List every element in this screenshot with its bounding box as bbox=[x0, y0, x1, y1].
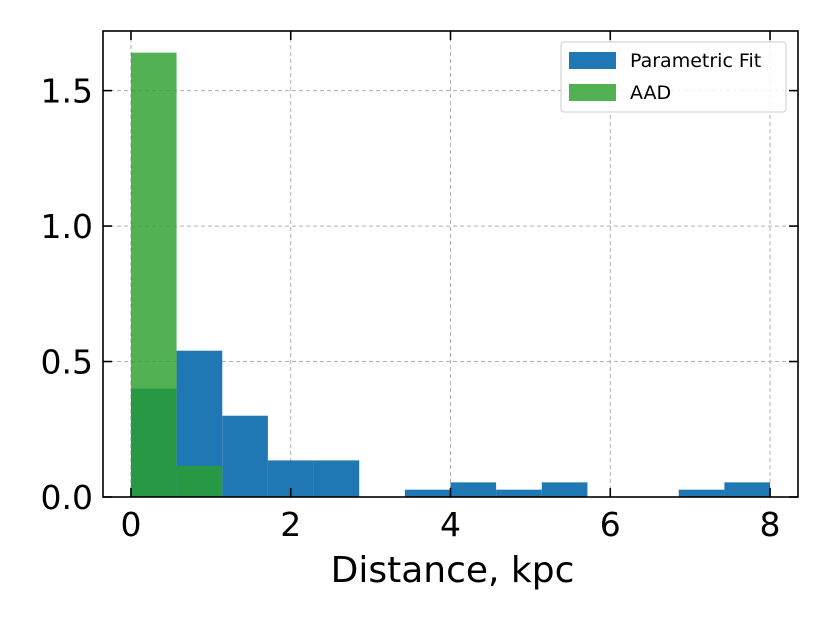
legend-label-parametric-fit: Parametric Fit bbox=[630, 50, 761, 72]
bar-parametric-fit-7 bbox=[450, 482, 497, 497]
y-tick-label-2: 1.0 bbox=[41, 207, 93, 246]
histogram-bars bbox=[130, 52, 771, 498]
legend: Parametric Fit AAD bbox=[560, 41, 787, 113]
bar-parametric-fit-8 bbox=[496, 489, 542, 497]
bar-parametric-fit-2 bbox=[222, 415, 268, 497]
y-tick-label-0: 0.0 bbox=[41, 478, 93, 517]
legend-swatch-aad bbox=[569, 84, 616, 101]
x-tick-label-2: 4 bbox=[440, 505, 461, 544]
x-axis-title: Distance, kpc bbox=[331, 550, 575, 591]
legend-label-aad: AAD bbox=[630, 82, 671, 104]
bar-parametric-fit-13 bbox=[724, 482, 771, 497]
legend-box bbox=[560, 41, 787, 113]
y-tick-label-3: 1.5 bbox=[41, 72, 93, 111]
bar-aad-0 bbox=[130, 52, 177, 498]
x-tick-label-1: 2 bbox=[280, 505, 301, 544]
legend-swatch-parametric-fit bbox=[569, 52, 616, 69]
y-tick-label-1: 0.5 bbox=[41, 343, 93, 382]
bar-parametric-fit-12 bbox=[678, 489, 725, 497]
x-tick-label-0: 0 bbox=[120, 505, 141, 544]
bar-parametric-fit-6 bbox=[404, 489, 451, 497]
bar-aad-1 bbox=[176, 465, 223, 497]
x-tick-label-4: 8 bbox=[760, 505, 781, 544]
bar-parametric-fit-9 bbox=[541, 482, 588, 497]
axis-ticks bbox=[103, 31, 798, 498]
tick-labels: 0 2 4 6 8 0.0 0.5 1.0 1.5 bbox=[41, 72, 781, 544]
bar-parametric-fit-4 bbox=[313, 460, 360, 497]
x-tick-label-3: 6 bbox=[600, 505, 621, 544]
